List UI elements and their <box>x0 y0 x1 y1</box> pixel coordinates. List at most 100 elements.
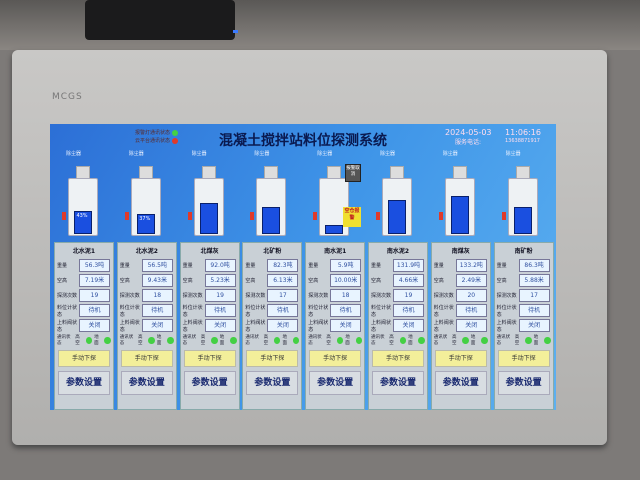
ground-label: 地面 <box>408 335 413 346</box>
count-label: 探测次数 <box>57 293 78 299</box>
gauge-status: 待机 <box>204 304 236 317</box>
high-lamp <box>85 336 93 344</box>
height-label: 空高 <box>371 278 382 284</box>
ground-lamp <box>481 336 488 344</box>
parameter-settings-button[interactable]: 参数设置 <box>246 371 299 395</box>
silo-column: 除尘器 北矿粉 重量 82.3吨 空高 6.13米 探测次数 17 料位计状态 待机 上… <box>240 150 303 410</box>
silo-name: 南煤灰 <box>451 248 470 255</box>
level-percent: 43% <box>76 213 88 219</box>
status-lamp <box>172 137 179 144</box>
weight-label: 重量 <box>308 263 319 269</box>
level-fill <box>325 225 344 234</box>
parameter-settings-button[interactable]: 参数设置 <box>183 371 236 395</box>
manual-probe-button[interactable]: 手动下探 <box>120 350 173 367</box>
status-lamp <box>172 129 179 136</box>
manual-probe-button[interactable]: 手动下探 <box>183 350 236 367</box>
parameter-settings-button[interactable]: 参数设置 <box>58 371 110 395</box>
silo-name: 北水泥2 <box>135 248 158 255</box>
gauge-label: 料位计状态 <box>57 304 78 318</box>
silo-graphic <box>248 160 292 242</box>
alarm-cancel-button[interactable]: 报警取消 <box>345 164 361 182</box>
page-title: 混凝土搅拌站料位探测系统 <box>219 133 387 149</box>
dust-collector-label: 除尘器 <box>66 151 82 157</box>
ground-lamp <box>418 336 425 344</box>
silo-panel: 北水泥1 重量 56.3吨 空高 7.19米 探测次数 19 料位计状态 待机 上料阀状… <box>54 242 114 410</box>
high-label: 高空 <box>138 335 143 346</box>
manual-probe-button[interactable]: 手动下探 <box>434 350 487 367</box>
time: 11:06:16 <box>505 128 541 137</box>
height-value: 6.13米 <box>267 274 299 287</box>
parameter-settings-button[interactable]: 参数设置 <box>434 371 487 395</box>
valve-icon <box>187 212 192 220</box>
silo-column: 除尘器 南矿粉 重量 86.3吨 空高 5.88米 探测次数 17 料位计状态 待机 上… <box>492 150 554 410</box>
level-fill <box>262 207 281 234</box>
height-label: 空高 <box>57 278 68 284</box>
parameter-settings-button[interactable]: 参数设置 <box>120 371 173 395</box>
level-fill <box>199 203 218 234</box>
manual-probe-button[interactable]: 手动下探 <box>372 350 424 367</box>
height-value: 7.19米 <box>79 274 110 287</box>
high-label: 高空 <box>200 335 206 346</box>
gauge-status: 待机 <box>330 304 362 317</box>
valve-icon <box>438 212 443 220</box>
height-value: 9.43米 <box>141 274 173 287</box>
parameter-settings-button[interactable]: 参数设置 <box>497 371 550 395</box>
silo-name: 北煤灰 <box>200 248 219 255</box>
count-label: 探测次数 <box>119 293 140 299</box>
high-label: 高空 <box>75 335 80 346</box>
ground-lamp <box>167 336 174 344</box>
valve-status: 关闭 <box>79 319 110 332</box>
valve-icon <box>124 212 129 220</box>
height-value: 5.23米 <box>204 274 236 287</box>
count-label: 探测次数 <box>496 293 517 299</box>
ground-label: 地面 <box>156 335 162 346</box>
gauge-status: 待机 <box>518 304 550 317</box>
count-value: 19 <box>79 289 110 302</box>
silo-column: 除尘器 43% 北水泥1 重量 56.3吨 空高 7.19米 探测次数 19 料位计状… <box>52 150 114 410</box>
ground-lamp <box>355 336 363 344</box>
comm-label: 通讯状态 <box>371 335 385 346</box>
dust-collector-label: 除尘器 <box>380 151 396 157</box>
high-lamp <box>336 336 344 344</box>
dust-collector-label: 除尘器 <box>191 151 207 157</box>
high-label: 高空 <box>389 335 394 346</box>
gauge-label: 料位计状态 <box>433 304 454 318</box>
high-lamp <box>148 336 155 344</box>
high-label: 高空 <box>263 335 269 346</box>
manual-probe-button[interactable]: 手动下探 <box>58 350 110 367</box>
dust-collector-label: 除尘器 <box>317 151 333 157</box>
silo-graphic <box>186 160 230 242</box>
manual-probe-button[interactable]: 手动下探 <box>309 350 362 367</box>
valve-status: 关闭 <box>330 319 362 332</box>
dust-collector-label: 除尘器 <box>442 151 458 157</box>
manual-probe-button[interactable]: 手动下探 <box>497 350 550 367</box>
high-label: 高空 <box>514 335 520 346</box>
weight-value: 131.9吨 <box>393 259 424 272</box>
count-label: 探测次数 <box>182 293 203 299</box>
parameter-settings-button[interactable]: 参数设置 <box>372 371 424 395</box>
silo-graphic <box>500 160 544 242</box>
high-label: 高空 <box>452 335 457 346</box>
valve-label: 上料阀状态 <box>308 319 329 333</box>
ground-lamp <box>292 336 300 344</box>
valve-label: 上料阀状态 <box>182 319 203 333</box>
silo-graphic <box>311 160 355 242</box>
count-label: 探测次数 <box>245 293 266 299</box>
height-value: 4.66米 <box>393 274 424 287</box>
silo-graphic <box>437 160 481 242</box>
date: 2024-05-03 <box>445 128 492 137</box>
manual-probe-button[interactable]: 手动下探 <box>246 350 299 367</box>
gauge-label: 料位计状态 <box>371 304 392 318</box>
silo-column: 除尘器 南水泥2 重量 131.9吨 空高 4.66米 探测次数 19 料位计状态 待机… <box>366 150 428 410</box>
adapter-led <box>233 30 238 33</box>
level-fill <box>450 196 469 234</box>
gauge-status: 待机 <box>267 304 299 317</box>
empty-alarm-button[interactable]: 空仓报警 <box>343 207 361 227</box>
silo-column: 除尘器 南水泥1 重量 5.9吨 空高 10.00米 探测次数 18 料位计状态 待机 … <box>303 150 366 410</box>
dust-collector-label: 除尘器 <box>254 151 270 157</box>
count-value: 17 <box>518 289 550 302</box>
valve-status: 关闭 <box>267 319 299 332</box>
parameter-settings-button[interactable]: 参数设置 <box>309 371 362 395</box>
gauge-status: 待机 <box>455 304 487 317</box>
valve-status: 关闭 <box>518 319 550 332</box>
